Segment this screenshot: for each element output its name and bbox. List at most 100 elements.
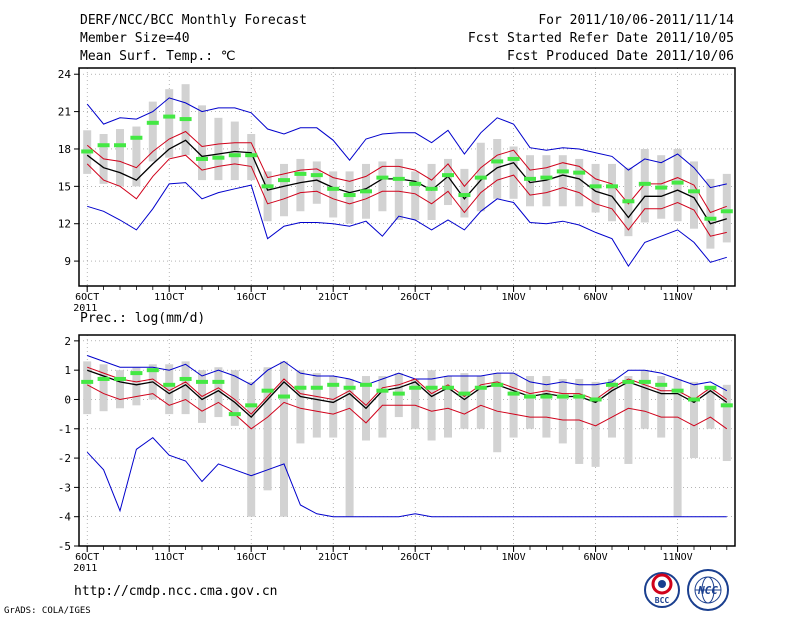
spread-box <box>722 173 731 243</box>
observed-marker <box>589 397 602 402</box>
forecast-period-label: For 2011/10/06-2011/11/14 <box>538 13 734 28</box>
spread-box <box>460 373 469 429</box>
observed-marker <box>81 379 94 384</box>
x-tick-label: 6NOV <box>584 292 608 303</box>
observed-marker <box>360 189 372 194</box>
spread-box <box>312 161 321 204</box>
observed-marker <box>638 379 651 384</box>
observed-marker <box>606 184 618 189</box>
observed-marker <box>310 173 323 178</box>
member-size-label: Member Size=40 <box>80 31 190 46</box>
observed-marker <box>163 382 176 387</box>
bcc-logo-text: BCC <box>655 596 670 605</box>
plot-frame <box>78 67 736 287</box>
observed-marker <box>573 394 586 399</box>
ncc-logo: NCC <box>687 569 729 611</box>
observed-marker <box>524 394 536 399</box>
observed-marker <box>507 156 520 161</box>
x-tick-label: 6OCT <box>75 292 99 303</box>
observed-marker <box>655 382 668 387</box>
ncc-logo-text: NCC <box>697 584 718 597</box>
observed-marker <box>196 379 208 384</box>
observed-marker <box>360 382 372 387</box>
spread-box <box>132 367 141 406</box>
observed-marker <box>409 181 422 186</box>
spread-box <box>132 126 141 187</box>
spread-box <box>230 121 239 181</box>
observed-marker <box>97 143 110 148</box>
observed-marker <box>556 394 569 399</box>
observed-marker <box>507 391 520 396</box>
ensemble-mean-line <box>86 369 728 419</box>
ensemble-mean-line <box>86 139 727 225</box>
observed-marker <box>261 184 274 189</box>
y-tick-label: -4 <box>58 511 72 524</box>
spread-box <box>706 178 715 249</box>
observed-marker <box>688 397 700 402</box>
spread-box <box>165 89 174 158</box>
spread-box <box>329 171 338 218</box>
observed-marker <box>556 169 569 174</box>
observed-marker <box>606 382 618 387</box>
source-url[interactable]: http://cmdp.ncc.cma.gov.cn <box>74 584 278 599</box>
spread-box <box>345 171 354 224</box>
produced-date-label: Fcst Produced Date 2011/10/06 <box>507 49 734 64</box>
x-tick-label: 26OCT <box>400 552 430 563</box>
spread-box <box>263 367 272 491</box>
x-tick-year-label: 2011 <box>73 563 97 574</box>
spread-box <box>608 163 616 222</box>
x-tick-label: 21OCT <box>318 292 348 303</box>
spread-box <box>181 361 190 415</box>
spread-box <box>345 378 354 517</box>
spread-box <box>296 370 305 444</box>
observed-marker <box>97 376 110 381</box>
observed-marker <box>392 176 405 181</box>
spread-box <box>312 373 321 438</box>
refer-date-label: Fcst Started Refer Date 2011/10/05 <box>468 31 734 46</box>
x-tick-label: 16OCT <box>236 552 266 563</box>
y-tick-label: -3 <box>58 481 71 494</box>
observed-marker <box>114 143 126 148</box>
spread-box <box>706 387 715 429</box>
x-tick-label: 16OCT <box>236 292 266 303</box>
observed-marker <box>671 388 684 393</box>
y-tick-label: -1 <box>58 423 71 436</box>
x-tick-label: 26OCT <box>400 292 430 303</box>
observed-marker <box>474 175 487 180</box>
spread-box <box>296 158 305 212</box>
observed-marker <box>589 184 602 189</box>
observed-marker <box>343 385 356 390</box>
observed-marker <box>704 216 717 221</box>
observed-marker <box>638 181 651 186</box>
y-tick-label: 18 <box>58 143 71 156</box>
y-tick-label: 9 <box>64 255 71 268</box>
y-tick-label: -2 <box>58 452 71 465</box>
observed-marker <box>688 189 700 194</box>
figure-title: DERF/NCC/BCC Monthly Forecast <box>80 13 307 28</box>
x-tick-label: 11NOV <box>663 292 693 303</box>
x-tick-label: 11OCT <box>154 292 184 303</box>
spread-box <box>329 376 338 438</box>
outer-range-high-line <box>87 355 728 392</box>
grads-credit: GrADS: COLA/IGES <box>4 606 91 616</box>
observed-marker <box>425 186 438 191</box>
spread-box <box>608 378 616 438</box>
spread-box <box>624 376 633 464</box>
y-tick-label: 15 <box>58 180 71 193</box>
spread-box <box>509 373 518 438</box>
x-tick-label: 6OCT <box>75 552 99 563</box>
spread-box <box>673 148 682 222</box>
spread-box <box>591 381 600 467</box>
spread-box <box>444 376 452 438</box>
observed-marker <box>114 376 126 381</box>
spread-box <box>427 370 436 441</box>
observed-marker <box>228 153 241 158</box>
observed-marker <box>425 385 438 390</box>
observed-marker <box>376 388 389 393</box>
spread-box <box>476 376 485 429</box>
observed-marker <box>294 385 307 390</box>
observed-marker <box>524 176 536 181</box>
y-tick-label: 24 <box>58 68 72 81</box>
